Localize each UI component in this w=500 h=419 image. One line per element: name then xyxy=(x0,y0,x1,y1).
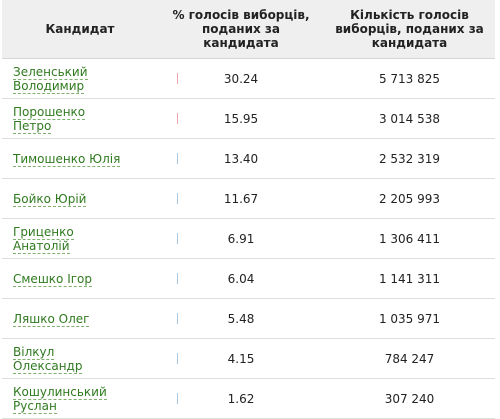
candidate-link[interactable]: Зеленський Володимир xyxy=(13,64,88,94)
table-row: Тимошенко Юлія 13.40 2 532 319 xyxy=(2,138,495,179)
candidate-link[interactable]: Смешко Ігор xyxy=(13,271,93,287)
candidate-cell: Зеленський Володимир xyxy=(2,58,158,99)
candidate-cell: Кошулинський Руслан xyxy=(2,378,158,419)
percent-value: 11.67 xyxy=(223,191,259,206)
table-row: Кошулинський Руслан 1.62 307 240 xyxy=(2,378,495,419)
table-row: Гриценко Анатолій 6.91 1 306 411 xyxy=(2,218,495,259)
trend-marker-icon xyxy=(177,352,178,364)
table-body: Зеленський Володимир 30.24 5 713 825 Пор… xyxy=(2,58,495,419)
percent-value: 1.62 xyxy=(227,391,255,406)
candidate-link[interactable]: Гриценко Анатолій xyxy=(13,224,74,254)
candidate-cell: Гриценко Анатолій xyxy=(2,218,158,259)
percent-cell: 6.91 xyxy=(158,218,324,259)
candidate-link[interactable]: Ляшко Олег xyxy=(13,311,90,327)
table-header-row: Кандидат % голосів виборців, поданих за … xyxy=(2,0,495,59)
trend-marker-icon xyxy=(177,392,178,404)
votes-cell: 1 306 411 xyxy=(324,218,495,259)
votes-cell: 1 141 311 xyxy=(324,258,495,299)
percent-value: 6.04 xyxy=(227,271,255,286)
percent-value: 4.15 xyxy=(227,351,255,366)
percent-value: 13.40 xyxy=(223,151,259,166)
votes-cell: 307 240 xyxy=(324,378,495,419)
votes-cell: 784 247 xyxy=(324,338,495,379)
candidate-link[interactable]: Порошенко Петро xyxy=(13,104,86,134)
percent-value: 6.91 xyxy=(227,231,255,246)
votes-cell: 1 035 971 xyxy=(324,298,495,339)
percent-cell: 15.95 xyxy=(158,98,324,139)
percent-value: 15.95 xyxy=(223,111,259,126)
trend-marker-icon xyxy=(177,312,178,324)
column-header-percent[interactable]: % голосів виборців, поданих за кандидата xyxy=(158,0,324,59)
percent-cell: 4.15 xyxy=(158,338,324,379)
votes-cell: 2 532 319 xyxy=(324,138,495,179)
percent-cell: 11.67 xyxy=(158,178,324,219)
percent-cell: 30.24 xyxy=(158,58,324,99)
candidate-cell: Бойко Юрій xyxy=(2,178,158,219)
table-row: Вілкул Олександр 4.15 784 247 xyxy=(2,338,495,379)
percent-cell: 1.62 xyxy=(158,378,324,419)
candidate-link[interactable]: Кошулинський Руслан xyxy=(13,384,107,414)
votes-cell: 2 205 993 xyxy=(324,178,495,219)
trend-marker-icon xyxy=(177,112,178,124)
candidate-cell: Смешко Ігор xyxy=(2,258,158,299)
table-row: Порошенко Петро 15.95 3 014 538 xyxy=(2,98,495,139)
trend-marker-icon xyxy=(177,192,178,204)
table-row: Зеленський Володимир 30.24 5 713 825 xyxy=(2,58,495,99)
candidate-cell: Ляшко Олег xyxy=(2,298,158,339)
percent-value: 30.24 xyxy=(223,71,259,86)
percent-cell: 13.40 xyxy=(158,138,324,179)
candidate-cell: Порошенко Петро xyxy=(2,98,158,139)
candidate-link[interactable]: Вілкул Олександр xyxy=(13,344,83,374)
candidate-link[interactable]: Тимошенко Юлія xyxy=(13,151,121,167)
candidate-link[interactable]: Бойко Юрій xyxy=(13,191,87,207)
candidate-cell: Вілкул Олександр xyxy=(2,338,158,379)
trend-marker-icon xyxy=(177,152,178,164)
candidate-cell: Тимошенко Юлія xyxy=(2,138,158,179)
percent-cell: 6.04 xyxy=(158,258,324,299)
trend-marker-icon xyxy=(177,272,178,284)
column-header-candidate[interactable]: Кандидат xyxy=(2,0,158,59)
table-row: Смешко Ігор 6.04 1 141 311 xyxy=(2,258,495,299)
votes-cell: 5 713 825 xyxy=(324,58,495,99)
column-header-votes[interactable]: Кількість голосів виборців, поданих за к… xyxy=(324,0,495,59)
trend-marker-icon xyxy=(177,232,178,244)
trend-marker-icon xyxy=(177,72,178,84)
percent-cell: 5.48 xyxy=(158,298,324,339)
votes-cell: 3 014 538 xyxy=(324,98,495,139)
table-row: Ляшко Олег 5.48 1 035 971 xyxy=(2,298,495,339)
percent-value: 5.48 xyxy=(227,311,255,326)
table-row: Бойко Юрій 11.67 2 205 993 xyxy=(2,178,495,219)
